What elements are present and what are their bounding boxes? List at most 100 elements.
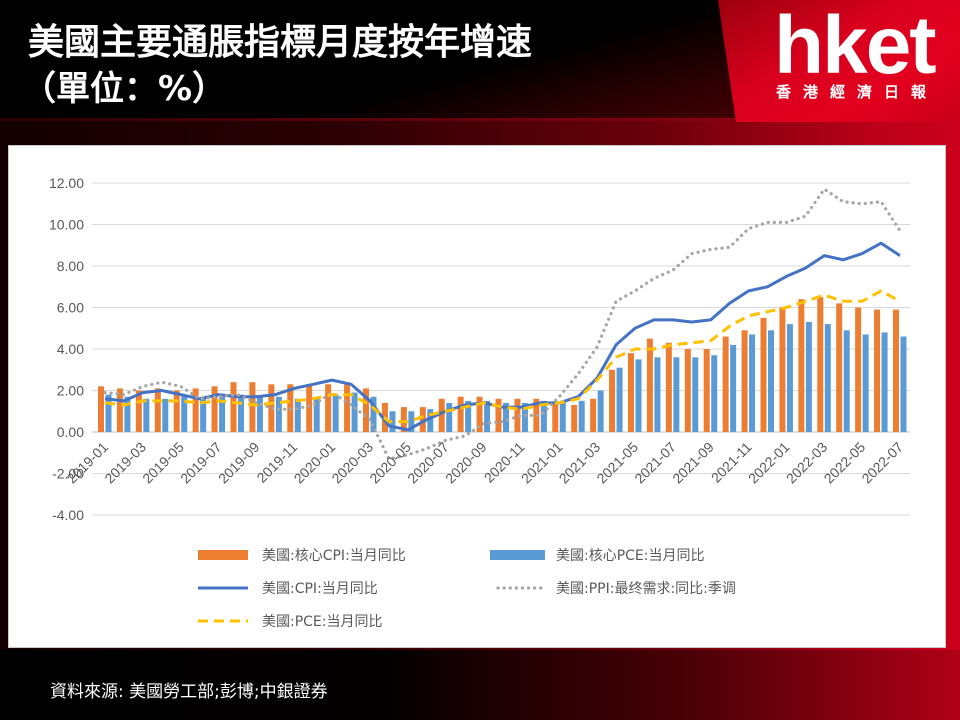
bar-core-pce	[862, 334, 869, 432]
bar-core-pce	[294, 398, 301, 432]
bar-core-cpi	[590, 398, 597, 432]
bar-core-pce	[484, 400, 491, 433]
x-tick-label: 2022-07	[858, 439, 906, 487]
bar-core-pce	[881, 332, 888, 432]
bar-core-cpi	[893, 309, 899, 432]
bar-core-cpi	[798, 299, 805, 432]
bar-core-pce	[805, 322, 812, 432]
legend: 美國:核心CPI:当月同比 美國:核心PCE:当月同比 美國:CPI:当月同比 …	[198, 548, 736, 630]
bar-core-cpi	[609, 369, 616, 432]
bar-core-pce	[313, 398, 320, 432]
chart-panel: 12.00 10.00 8.00 6.00 4.00 2.00 0.00 -2.00 -4.00…	[8, 145, 946, 648]
legend-label-pce: 美國:PCE:当月同比	[262, 614, 383, 630]
y-tick-label: 4.00	[57, 341, 84, 357]
bar-core-pce	[408, 411, 415, 432]
bar-core-pce	[843, 330, 850, 432]
bar-core-pce	[351, 392, 358, 432]
y-tick-label: -2.00	[52, 466, 84, 482]
bar-core-cpi	[116, 388, 123, 432]
bar-core-pce	[749, 334, 756, 432]
bar-core-cpi	[457, 396, 464, 432]
bar-core-cpi	[154, 388, 161, 432]
y-tick-label: 10.00	[49, 217, 84, 233]
x-tick-label: 2020-09	[442, 439, 490, 487]
bar-core-cpi	[760, 317, 767, 433]
bar-core-pce	[446, 402, 453, 432]
bar-core-cpi	[836, 303, 843, 432]
bar-core-cpi	[438, 398, 445, 432]
chart: 12.00 10.00 8.00 6.00 4.00 2.00 0.00 -2.00 -4.00…	[49, 175, 910, 630]
lines	[103, 187, 902, 461]
bar-core-cpi	[571, 405, 578, 432]
bar-core-cpi	[514, 398, 521, 432]
bar-core-cpi	[344, 382, 351, 432]
bar-core-pce	[162, 398, 169, 432]
bar-core-cpi	[363, 388, 369, 432]
bar-core-cpi	[476, 396, 483, 432]
y-tick-label: 8.00	[57, 258, 84, 274]
gridlines	[92, 182, 910, 516]
bar-core-cpi	[628, 353, 634, 432]
bar-core-pce	[181, 396, 188, 432]
bar-core-pce	[465, 400, 472, 433]
line-cpi	[104, 241, 901, 432]
x-tick-label: 2021-09	[669, 439, 717, 487]
bar-core-pce	[597, 390, 604, 432]
bar-core-cpi	[173, 390, 180, 432]
source-note: 資料來源: 美國勞工部;彭博;中銀證券	[50, 682, 328, 702]
bar-core-cpi	[779, 307, 786, 432]
y-tick-label: 12.00	[49, 175, 84, 191]
bar-core-pce	[824, 324, 831, 432]
bar-core-pce	[540, 400, 547, 433]
bar-core-cpi	[552, 402, 559, 432]
bar-core-cpi	[211, 386, 218, 432]
bar-core-pce	[256, 396, 263, 432]
bar-core-cpi	[230, 382, 237, 432]
logo-wordmark: hket	[774, 0, 937, 91]
bar-core-pce	[786, 324, 793, 432]
bar-core-pce	[673, 357, 680, 432]
bar-core-cpi	[249, 382, 256, 432]
bar-core-pce	[219, 396, 226, 432]
bars	[98, 297, 907, 433]
bar-core-pce	[143, 398, 150, 432]
bar-core-pce	[238, 394, 244, 432]
legend-label-cpi: 美國:CPI:当月同比	[262, 581, 378, 597]
bar-core-cpi	[684, 349, 691, 432]
bar-core-cpi	[135, 390, 142, 432]
bar-core-pce	[503, 402, 509, 432]
logo-subtext: 香港經濟日報	[776, 83, 939, 101]
bar-core-cpi	[665, 342, 672, 432]
bar-core-pce	[105, 394, 112, 432]
bar-core-cpi	[495, 398, 502, 432]
legend-swatch-core-pce	[490, 550, 545, 560]
legend-swatch-core-cpi	[198, 550, 248, 560]
bar-core-cpi	[817, 297, 824, 433]
line-pce	[104, 289, 901, 424]
legend-label-ppi: 美國:PPI:最终需求:同比:季调	[556, 581, 736, 597]
bar-core-cpi	[855, 307, 862, 432]
bar-core-cpi	[192, 388, 199, 432]
bar-core-pce	[124, 396, 131, 432]
bar-core-pce	[370, 396, 377, 432]
bar-core-pce	[578, 400, 585, 433]
bar-core-cpi	[325, 384, 332, 432]
footer-bar	[0, 650, 960, 720]
unit-subtitle: （單位：%）	[22, 69, 227, 109]
bar-core-pce	[692, 357, 699, 432]
legend-label-core-cpi: 美國:核心CPI:当月同比	[262, 548, 406, 564]
hket-logo: hket 香港經濟日報	[718, 0, 960, 122]
bar-core-cpi	[646, 338, 653, 433]
bar-core-cpi	[98, 386, 104, 432]
bar-core-pce	[275, 396, 282, 432]
page-title: 美國主要通脹指標月度按年增速	[28, 22, 533, 63]
bar-core-pce	[200, 396, 207, 432]
y-tick-label: 2.00	[57, 383, 84, 399]
bar-core-pce	[730, 344, 737, 432]
bar-core-pce	[635, 359, 642, 433]
header-divider	[0, 118, 736, 121]
bar-core-pce	[900, 336, 907, 432]
bar-core-pce	[521, 402, 528, 432]
y-tick-label: 0.00	[57, 424, 84, 440]
legend-label-core-pce: 美國:核心PCE:当月同比	[556, 548, 705, 564]
